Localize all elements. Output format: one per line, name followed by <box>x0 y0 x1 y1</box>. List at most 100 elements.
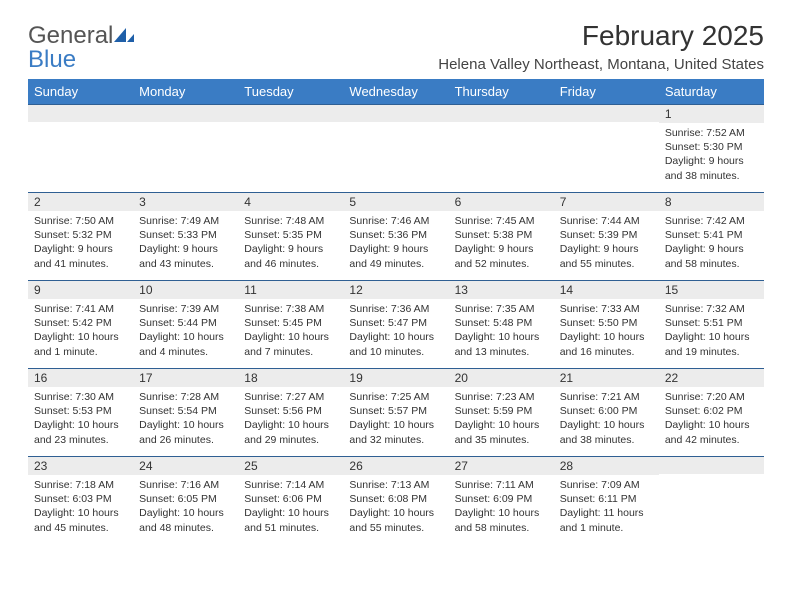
day-content: Sunrise: 7:35 AMSunset: 5:48 PMDaylight:… <box>449 299 554 363</box>
day-content: Sunrise: 7:39 AMSunset: 5:44 PMDaylight:… <box>133 299 238 363</box>
day-number: 19 <box>343 368 448 387</box>
day-line: Daylight: 10 hours and 29 minutes. <box>244 418 337 446</box>
day-line: Sunset: 5:48 PM <box>455 316 548 330</box>
day-line: Sunset: 5:44 PM <box>139 316 232 330</box>
logo-text: GeneralBlue <box>28 24 135 72</box>
day-content <box>449 122 554 129</box>
day-line: Sunrise: 7:30 AM <box>34 390 127 404</box>
day-line: Sunset: 5:51 PM <box>665 316 758 330</box>
day-line: Sunrise: 7:44 AM <box>560 214 653 228</box>
dayname-saturday: Saturday <box>659 79 764 104</box>
day-line: Sunset: 5:57 PM <box>349 404 442 418</box>
dayname-friday: Friday <box>554 79 659 104</box>
day-cell: 19Sunrise: 7:25 AMSunset: 5:57 PMDayligh… <box>343 368 448 456</box>
logo-sail-icon <box>113 24 135 48</box>
day-number: 17 <box>133 368 238 387</box>
day-line: Sunrise: 7:27 AM <box>244 390 337 404</box>
calendar-body: 1Sunrise: 7:52 AMSunset: 5:30 PMDaylight… <box>28 104 764 544</box>
day-content: Sunrise: 7:21 AMSunset: 6:00 PMDaylight:… <box>554 387 659 451</box>
day-number: 4 <box>238 192 343 211</box>
day-content: Sunrise: 7:09 AMSunset: 6:11 PMDaylight:… <box>554 475 659 539</box>
day-line: Sunrise: 7:42 AM <box>665 214 758 228</box>
day-number: 12 <box>343 280 448 299</box>
day-number <box>28 104 133 122</box>
day-line: Sunrise: 7:14 AM <box>244 478 337 492</box>
day-number: 13 <box>449 280 554 299</box>
day-line: Daylight: 9 hours and 43 minutes. <box>139 242 232 270</box>
day-content: Sunrise: 7:20 AMSunset: 6:02 PMDaylight:… <box>659 387 764 451</box>
day-cell: 9Sunrise: 7:41 AMSunset: 5:42 PMDaylight… <box>28 280 133 368</box>
day-line: Sunset: 5:35 PM <box>244 228 337 242</box>
day-line: Sunrise: 7:50 AM <box>34 214 127 228</box>
day-content: Sunrise: 7:28 AMSunset: 5:54 PMDaylight:… <box>133 387 238 451</box>
day-content: Sunrise: 7:23 AMSunset: 5:59 PMDaylight:… <box>449 387 554 451</box>
day-number: 14 <box>554 280 659 299</box>
day-line: Sunset: 5:36 PM <box>349 228 442 242</box>
day-number: 6 <box>449 192 554 211</box>
day-cell: 12Sunrise: 7:36 AMSunset: 5:47 PMDayligh… <box>343 280 448 368</box>
day-line: Sunset: 5:47 PM <box>349 316 442 330</box>
day-content: Sunrise: 7:13 AMSunset: 6:08 PMDaylight:… <box>343 475 448 539</box>
day-cell: 26Sunrise: 7:13 AMSunset: 6:08 PMDayligh… <box>343 456 448 544</box>
dayname-tuesday: Tuesday <box>238 79 343 104</box>
day-line: Sunrise: 7:23 AM <box>455 390 548 404</box>
day-content: Sunrise: 7:36 AMSunset: 5:47 PMDaylight:… <box>343 299 448 363</box>
day-content <box>343 122 448 129</box>
day-content <box>133 122 238 129</box>
day-line: Sunset: 5:45 PM <box>244 316 337 330</box>
empty-cell <box>449 104 554 192</box>
day-line: Sunrise: 7:46 AM <box>349 214 442 228</box>
day-line: Sunset: 6:05 PM <box>139 492 232 506</box>
day-cell: 6Sunrise: 7:45 AMSunset: 5:38 PMDaylight… <box>449 192 554 280</box>
day-line: Daylight: 10 hours and 1 minute. <box>34 330 127 358</box>
day-line: Daylight: 10 hours and 48 minutes. <box>139 506 232 534</box>
day-content: Sunrise: 7:14 AMSunset: 6:06 PMDaylight:… <box>238 475 343 539</box>
day-line: Sunrise: 7:38 AM <box>244 302 337 316</box>
day-line: Sunrise: 7:39 AM <box>139 302 232 316</box>
day-cell: 28Sunrise: 7:09 AMSunset: 6:11 PMDayligh… <box>554 456 659 544</box>
day-number: 1 <box>659 104 764 123</box>
day-cell: 18Sunrise: 7:27 AMSunset: 5:56 PMDayligh… <box>238 368 343 456</box>
day-line: Sunrise: 7:52 AM <box>665 126 758 140</box>
day-line: Sunset: 6:08 PM <box>349 492 442 506</box>
day-number: 24 <box>133 456 238 475</box>
day-number: 16 <box>28 368 133 387</box>
day-content: Sunrise: 7:49 AMSunset: 5:33 PMDaylight:… <box>133 211 238 275</box>
day-content: Sunrise: 7:18 AMSunset: 6:03 PMDaylight:… <box>28 475 133 539</box>
empty-cell <box>554 104 659 192</box>
calendar-page: GeneralBlue February 2025 Helena Valley … <box>0 0 792 554</box>
day-line: Daylight: 10 hours and 38 minutes. <box>560 418 653 446</box>
day-line: Daylight: 10 hours and 58 minutes. <box>455 506 548 534</box>
dayname-row: SundayMondayTuesdayWednesdayThursdayFrid… <box>28 79 764 104</box>
day-number: 22 <box>659 368 764 387</box>
day-cell: 14Sunrise: 7:33 AMSunset: 5:50 PMDayligh… <box>554 280 659 368</box>
day-cell: 17Sunrise: 7:28 AMSunset: 5:54 PMDayligh… <box>133 368 238 456</box>
day-line: Daylight: 9 hours and 49 minutes. <box>349 242 442 270</box>
week-row: 2Sunrise: 7:50 AMSunset: 5:32 PMDaylight… <box>28 192 764 280</box>
day-line: Sunrise: 7:16 AM <box>139 478 232 492</box>
day-number: 2 <box>28 192 133 211</box>
day-cell: 5Sunrise: 7:46 AMSunset: 5:36 PMDaylight… <box>343 192 448 280</box>
day-content: Sunrise: 7:44 AMSunset: 5:39 PMDaylight:… <box>554 211 659 275</box>
day-line: Daylight: 9 hours and 52 minutes. <box>455 242 548 270</box>
dayname-sunday: Sunday <box>28 79 133 104</box>
day-number: 3 <box>133 192 238 211</box>
day-content: Sunrise: 7:38 AMSunset: 5:45 PMDaylight:… <box>238 299 343 363</box>
day-cell: 16Sunrise: 7:30 AMSunset: 5:53 PMDayligh… <box>28 368 133 456</box>
day-line: Sunrise: 7:09 AM <box>560 478 653 492</box>
day-content: Sunrise: 7:48 AMSunset: 5:35 PMDaylight:… <box>238 211 343 275</box>
day-line: Daylight: 10 hours and 7 minutes. <box>244 330 337 358</box>
empty-cell <box>659 456 764 544</box>
day-number: 10 <box>133 280 238 299</box>
day-number: 7 <box>554 192 659 211</box>
day-cell: 7Sunrise: 7:44 AMSunset: 5:39 PMDaylight… <box>554 192 659 280</box>
day-content: Sunrise: 7:32 AMSunset: 5:51 PMDaylight:… <box>659 299 764 363</box>
day-line: Daylight: 10 hours and 4 minutes. <box>139 330 232 358</box>
day-line: Sunset: 5:59 PM <box>455 404 548 418</box>
day-cell: 23Sunrise: 7:18 AMSunset: 6:03 PMDayligh… <box>28 456 133 544</box>
day-cell: 1Sunrise: 7:52 AMSunset: 5:30 PMDaylight… <box>659 104 764 192</box>
calendar-head: SundayMondayTuesdayWednesdayThursdayFrid… <box>28 79 764 104</box>
day-content <box>28 122 133 129</box>
day-number: 26 <box>343 456 448 475</box>
dayname-monday: Monday <box>133 79 238 104</box>
